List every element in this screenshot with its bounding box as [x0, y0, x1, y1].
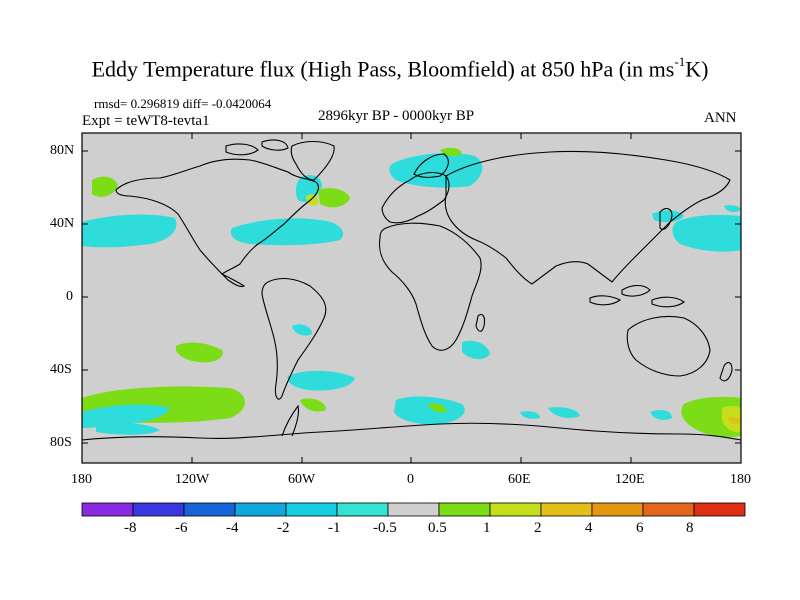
colorbar-cell	[234, 502, 287, 517]
colorbar-label: -8	[124, 520, 137, 536]
lon-label-60w: 60W	[288, 472, 316, 487]
colorbar-label: 2	[534, 520, 542, 536]
coastline-new-guinea	[651, 296, 685, 308]
colorbar-label: 4	[585, 520, 593, 536]
lat-label-80n: 80N	[50, 143, 75, 158]
colorbar-cell	[540, 502, 593, 517]
lon-label-0: 0	[407, 472, 414, 487]
colorbar-cell	[285, 502, 338, 517]
lat-ticks	[82, 150, 741, 444]
coastlines	[82, 139, 741, 441]
colorbar-cell	[336, 502, 389, 517]
coastline-antarctic-peninsula	[281, 404, 300, 437]
colorbar-label: 8	[686, 520, 694, 536]
coastline-north-america	[115, 158, 319, 288]
anomaly-patch	[394, 396, 465, 425]
lon-label-120e: 120E	[615, 472, 645, 487]
colorbar-cell	[489, 502, 542, 517]
anomaly-patch	[292, 324, 312, 336]
coastline-indonesia	[589, 295, 622, 306]
season-label: ANN	[704, 110, 737, 126]
anomaly-patch	[82, 404, 170, 428]
colorbar-label: 6	[636, 520, 644, 536]
coastline-asia	[444, 150, 731, 285]
anomaly-patch	[520, 411, 540, 419]
coastline-greenland	[290, 140, 335, 181]
coastline-japan	[659, 207, 673, 230]
colorbar-label: -0.5	[373, 520, 397, 536]
anomaly-patch	[672, 214, 741, 252]
anomaly-patch	[230, 218, 344, 246]
anomaly-patch	[440, 147, 462, 157]
anomaly-patch	[462, 340, 490, 360]
coastline-scandinavia	[413, 153, 449, 178]
figure-title: Eddy Temperature flux (High Pass, Bloomf…	[91, 54, 709, 82]
colorbar-cell	[81, 502, 134, 517]
lon-ticks	[81, 133, 742, 463]
coastline-madagascar	[475, 313, 486, 332]
anomaly-patch	[175, 342, 223, 363]
lon-label-60e: 60E	[508, 472, 531, 487]
colorbar-label: -1	[328, 520, 341, 536]
coastline-arctic-islands	[225, 143, 259, 156]
colorbar-cell	[387, 502, 440, 517]
lat-label-40n: 40N	[50, 216, 75, 231]
colorbar-label: -2	[277, 520, 290, 536]
coastline-europe	[381, 171, 450, 224]
colorbar-cell	[591, 502, 644, 517]
anomaly-patch	[650, 410, 672, 420]
anomaly-patch	[728, 417, 741, 425]
lon-label-180e: 180	[730, 472, 751, 487]
anomaly-patch	[96, 422, 160, 435]
anomaly-patch	[548, 407, 580, 418]
colorbar-label: -6	[175, 520, 188, 536]
stats-text: rmsd= 0.296819 diff= -0.0420064	[94, 96, 272, 111]
lon-label-120w: 120W	[175, 472, 210, 487]
lat-label-80s: 80S	[50, 435, 72, 450]
coastline-south-america	[261, 277, 327, 400]
coastline-africa	[378, 222, 482, 351]
coastline-australia	[626, 315, 711, 377]
experiment-label: Expt = teWT8-tevta1	[82, 113, 210, 129]
colorbar-cell	[693, 502, 746, 517]
coastline-new-zealand	[719, 361, 733, 382]
period-label: 2896kyr BP - 0000kyr BP	[318, 108, 475, 124]
anomaly-patch	[318, 188, 350, 208]
anomaly-patch	[300, 398, 326, 412]
colorbar-cell	[438, 502, 491, 517]
flux-anomaly-fields	[82, 147, 741, 438]
anomaly-patch	[287, 370, 355, 391]
anomaly-patch	[82, 214, 177, 248]
colorbar	[81, 502, 746, 517]
colorbar-cell	[132, 502, 185, 517]
coastline-indonesia	[621, 284, 651, 297]
colorbar-label: -4	[226, 520, 239, 536]
anomaly-patch	[306, 194, 319, 206]
lat-label-0: 0	[66, 289, 73, 304]
anomaly-patch	[724, 205, 741, 213]
colorbar-cell	[642, 502, 695, 517]
anomaly-patch	[389, 153, 483, 188]
coastline-arctic-islands	[261, 139, 289, 151]
lat-label-40s: 40S	[50, 362, 72, 377]
lon-label-180w: 180	[71, 472, 92, 487]
colorbar-label: 0.5	[428, 520, 447, 536]
anomaly-patch	[92, 176, 118, 197]
coastline-antarctica	[82, 422, 741, 441]
colorbar-label: 1	[483, 520, 491, 536]
colorbar-cell	[183, 502, 236, 517]
anomaly-patch	[428, 403, 447, 413]
